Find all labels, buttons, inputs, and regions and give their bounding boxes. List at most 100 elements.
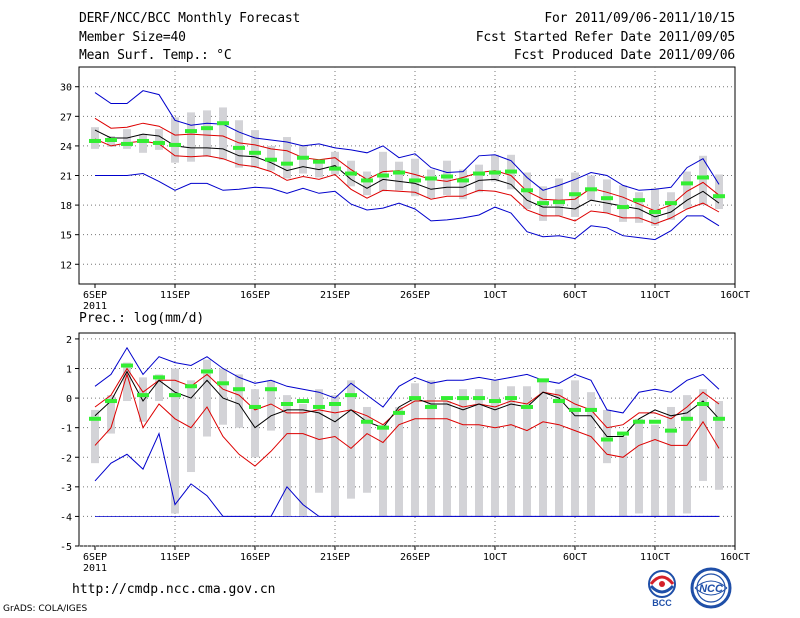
x-tick-label: 16OCT xyxy=(720,552,750,563)
series-mean-std-2 xyxy=(94,372,720,467)
median-marker-2-27 xyxy=(521,404,533,409)
median-marker-2-25 xyxy=(489,399,501,404)
box-2-29 xyxy=(555,389,563,517)
box-2-7 xyxy=(203,359,211,437)
box-1-5 xyxy=(171,117,179,163)
box-2-20 xyxy=(411,383,419,517)
box-2-0 xyxy=(91,409,99,464)
median-marker-2-26 xyxy=(505,396,517,401)
box-1-37 xyxy=(683,171,691,210)
box-2-19 xyxy=(395,406,403,517)
median-marker-1-10 xyxy=(249,150,261,155)
median-marker-2-3 xyxy=(137,393,149,398)
box-1-20 xyxy=(411,158,419,197)
box-2-39 xyxy=(715,401,723,490)
median-marker-1-31 xyxy=(585,187,597,192)
series-mean-std-1 xyxy=(94,138,720,225)
median-marker-1-14 xyxy=(313,159,325,164)
median-marker-1-6 xyxy=(185,129,197,134)
x-tick-sublabel: 2011 xyxy=(83,563,107,574)
box-2-2 xyxy=(123,362,131,402)
box-2-21 xyxy=(427,380,435,517)
median-marker-1-7 xyxy=(201,126,213,131)
median-marker-2-33 xyxy=(617,431,629,436)
median-marker-2-19 xyxy=(393,410,405,415)
median-marker-1-35 xyxy=(649,209,661,214)
forecast-produced-date: Fcst Produced Date 2011/09/06 xyxy=(513,48,735,63)
x-tick-label: 11OCT xyxy=(640,290,670,301)
median-marker-2-28 xyxy=(537,378,549,383)
median-marker-2-24 xyxy=(473,396,485,401)
median-marker-1-20 xyxy=(409,178,421,183)
median-marker-2-11 xyxy=(265,387,277,392)
median-marker-2-18 xyxy=(377,425,389,430)
median-marker-2-34 xyxy=(633,419,645,424)
source-url: http://cmdp.ncc.cma.gov.cn xyxy=(72,582,276,597)
median-marker-1-39 xyxy=(713,194,725,199)
median-marker-1-9 xyxy=(233,145,245,150)
box-2-12 xyxy=(283,395,291,517)
box-2-24 xyxy=(475,389,483,517)
median-marker-2-4 xyxy=(153,375,165,380)
box-2-34 xyxy=(635,418,643,514)
box-2-16 xyxy=(347,380,355,499)
box-1-19 xyxy=(395,161,403,191)
x-tick-label: 1OCT xyxy=(483,290,507,301)
y-tick-label: -5 xyxy=(60,542,72,553)
box-1-25 xyxy=(491,154,499,182)
median-marker-2-38 xyxy=(697,402,709,406)
median-marker-2-21 xyxy=(425,404,437,409)
x-tick-sublabel: 2011 xyxy=(83,301,107,312)
box-2-30 xyxy=(571,380,579,517)
median-marker-1-25 xyxy=(489,170,501,175)
box-2-38 xyxy=(699,389,707,481)
box-2-33 xyxy=(619,436,627,517)
ncc-logo: NCC xyxy=(687,566,735,610)
series-ensemble-max-2 xyxy=(94,346,720,414)
box-2-27 xyxy=(523,386,531,517)
box-2-14 xyxy=(315,389,323,493)
x-tick-label: 26SEP xyxy=(400,552,430,563)
series-mean-std-1 xyxy=(94,117,720,212)
box-2-11 xyxy=(267,380,275,431)
box-2-15 xyxy=(331,395,339,517)
median-marker-1-37 xyxy=(681,181,693,186)
y-tick-label: 0 xyxy=(66,394,72,405)
box-2-10 xyxy=(251,389,259,458)
median-marker-1-32 xyxy=(601,196,613,201)
median-marker-2-15 xyxy=(329,402,341,406)
box-2-31 xyxy=(587,392,595,517)
median-marker-2-36 xyxy=(665,428,677,433)
box-1-4 xyxy=(155,129,163,150)
box-1-35 xyxy=(651,188,659,226)
y-tick-label: 15 xyxy=(60,231,72,242)
median-marker-2-6 xyxy=(185,384,197,389)
median-marker-2-2 xyxy=(121,363,133,368)
box-1-29 xyxy=(555,178,563,216)
member-size-label: Member Size=40 xyxy=(79,30,186,45)
median-marker-2-14 xyxy=(313,404,325,409)
box-2-5 xyxy=(171,368,179,514)
y-tick-label: 27 xyxy=(60,112,72,123)
box-1-17 xyxy=(363,171,371,196)
median-marker-1-19 xyxy=(393,170,405,175)
x-tick-label: 6OCT xyxy=(563,552,587,563)
y-tick-label: 21 xyxy=(60,172,72,183)
median-marker-2-9 xyxy=(233,387,245,392)
median-marker-1-0 xyxy=(89,138,101,143)
box-1-3 xyxy=(139,134,147,153)
box-1-15 xyxy=(331,151,339,175)
median-marker-2-30 xyxy=(569,407,581,412)
median-marker-1-11 xyxy=(265,157,277,162)
median-marker-2-10 xyxy=(249,404,261,409)
x-tick-label: 11SEP xyxy=(160,552,190,563)
median-marker-2-1 xyxy=(105,399,117,404)
box-2-22 xyxy=(443,401,451,517)
median-marker-2-12 xyxy=(281,402,293,406)
y-tick-label: -3 xyxy=(60,483,72,494)
median-marker-1-2 xyxy=(121,141,133,146)
box-1-39 xyxy=(715,174,723,210)
forecast-period: For 2011/09/06-2011/10/15 xyxy=(544,11,735,26)
